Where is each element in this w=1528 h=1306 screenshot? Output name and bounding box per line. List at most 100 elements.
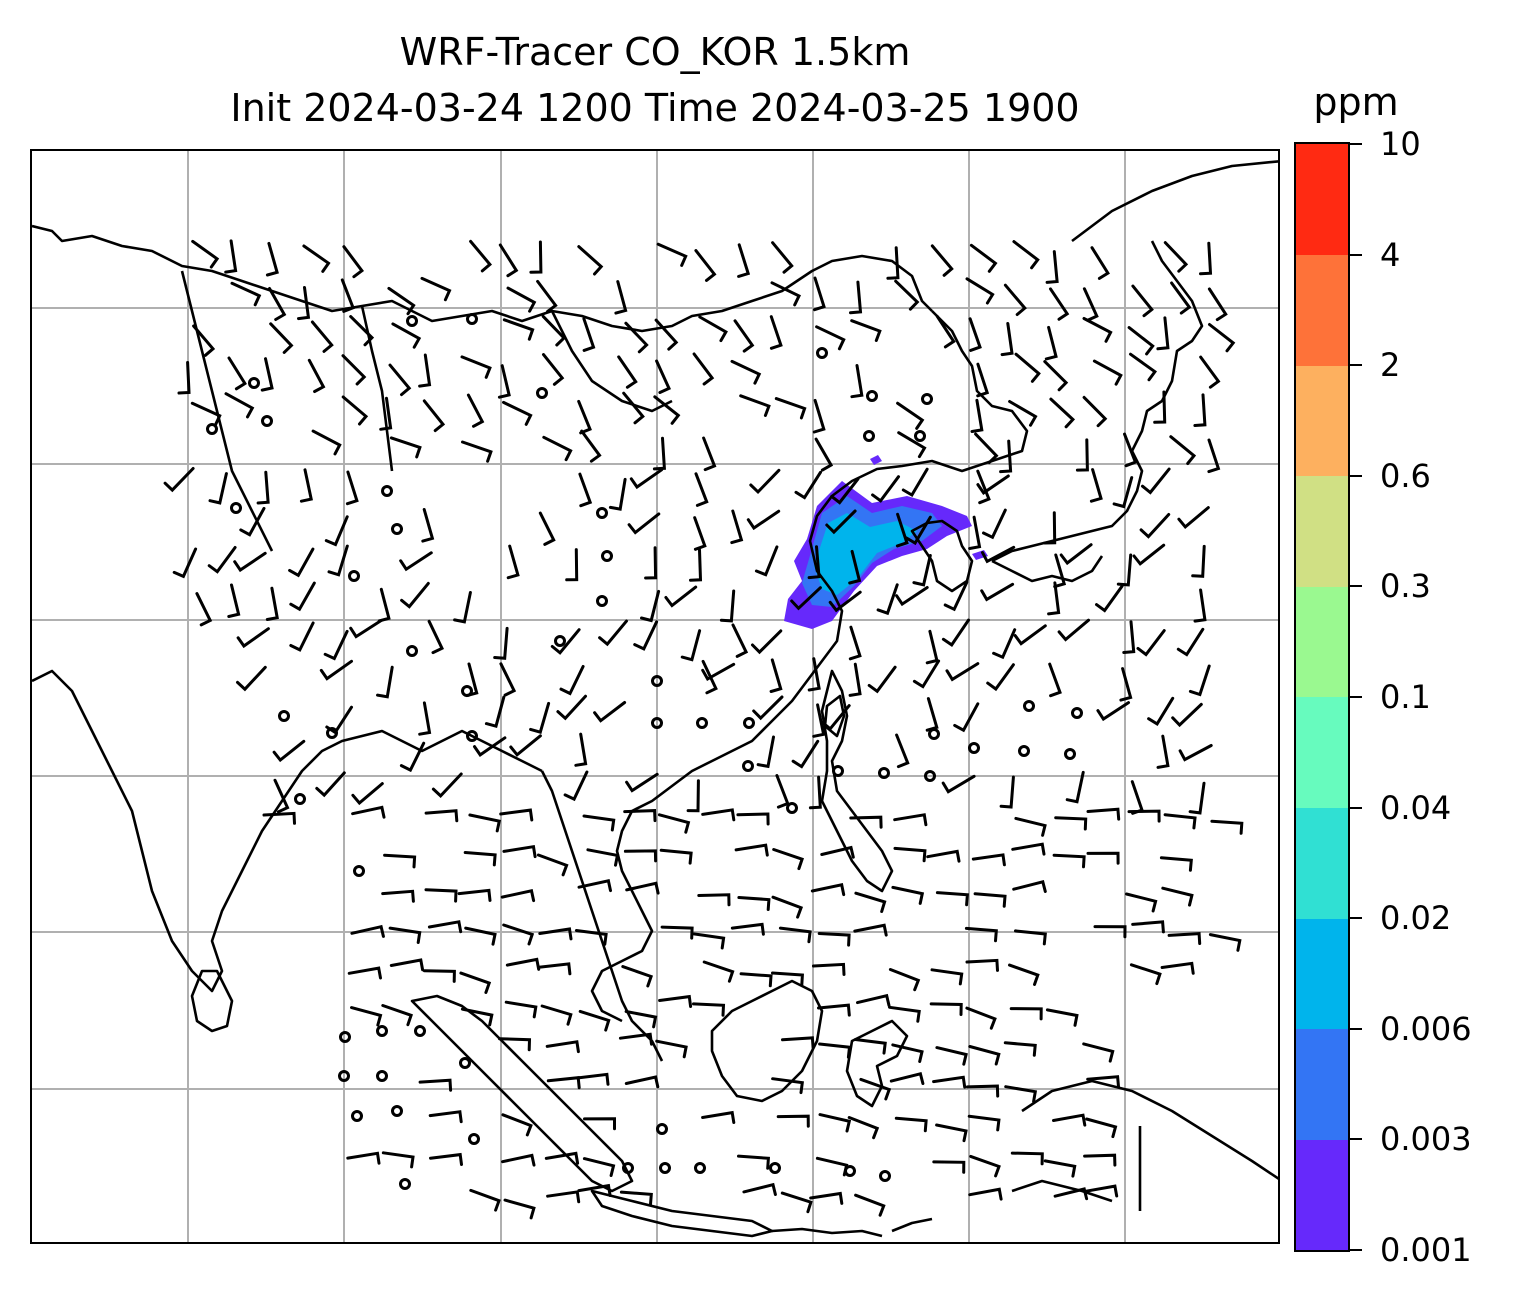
- wind-barb: [701, 662, 736, 682]
- calm-wind-marker: [351, 1110, 363, 1122]
- wind-barb: [463, 851, 497, 867]
- wind-barb: [980, 582, 1015, 602]
- wind-barb: [578, 472, 593, 508]
- wind-barb: [1163, 241, 1189, 273]
- wind-barb: [1171, 702, 1203, 728]
- calm-wind-marker: [696, 717, 708, 729]
- colorbar-segment: [1296, 475, 1348, 587]
- wind-barb: [389, 958, 425, 972]
- colorbar-tick: [1350, 143, 1362, 145]
- wind-barb: [854, 1193, 886, 1217]
- colorbar-tick-label: 0.001: [1380, 1231, 1472, 1269]
- wind-barb: [288, 547, 315, 578]
- wind-barb: [888, 1005, 921, 1023]
- wind-barb: [1014, 816, 1047, 837]
- wind-barb: [383, 853, 417, 869]
- colorbar-tick: [1350, 1249, 1362, 1251]
- wind-barb: [976, 469, 991, 505]
- colorbar: [1294, 142, 1350, 1252]
- wind-barb: [693, 516, 707, 551]
- wind-barb: [813, 276, 826, 312]
- wind-barbs: [163, 239, 1244, 1220]
- calm-wind-marker: [399, 1178, 411, 1190]
- wind-barb: [621, 965, 654, 988]
- wind-barb: [1010, 1151, 1044, 1166]
- wind-barb: [498, 243, 519, 278]
- wind-barb: [769, 658, 783, 693]
- wind-barb: [457, 888, 492, 902]
- wind-barb: [1053, 1187, 1089, 1201]
- wind-barb: [1043, 360, 1069, 392]
- wind-barb: [340, 278, 356, 313]
- wind-barb: [269, 322, 294, 354]
- wind-barb: [686, 779, 700, 813]
- wind-barb: [502, 400, 533, 426]
- wind-barb: [418, 1078, 453, 1092]
- wind-barb: [1045, 1008, 1079, 1027]
- wind-barb: [424, 809, 459, 823]
- calm-wind-marker: [878, 767, 890, 779]
- wind-barb: [1119, 667, 1133, 702]
- wind-barb: [734, 843, 769, 857]
- wind-barb: [502, 923, 535, 946]
- wind-barb: [341, 395, 369, 426]
- wind-barb: [1044, 325, 1058, 361]
- wind-barb: [968, 1187, 1003, 1201]
- wind-barb: [657, 813, 691, 834]
- wind-barb: [1127, 326, 1155, 356]
- wind-barb: [623, 809, 657, 823]
- wind-barb: [967, 1114, 1001, 1132]
- calm-wind-marker: [769, 1162, 781, 1174]
- colorbar-tick: [1350, 696, 1362, 698]
- wind-barb: [1000, 322, 1014, 357]
- colorbar-tick-label: 4: [1380, 235, 1401, 274]
- wind-barb: [546, 1190, 581, 1204]
- wind-barb: [230, 281, 262, 307]
- wind-barb: [172, 547, 198, 579]
- wind-barb: [897, 431, 927, 459]
- wind-barb: [808, 775, 822, 810]
- wind-barb: [1083, 1184, 1119, 1198]
- wind-barb: [1093, 925, 1127, 939]
- wind-barb: [381, 1151, 415, 1169]
- wind-barb: [847, 1116, 880, 1140]
- calm-wind-marker: [924, 770, 936, 782]
- wind-barb: [624, 1075, 660, 1089]
- wind-barb: [701, 659, 718, 695]
- wind-barb: [624, 321, 649, 354]
- wind-barb: [1096, 701, 1130, 722]
- calm-wind-marker: [651, 675, 663, 687]
- wind-barb: [653, 395, 681, 425]
- wind-barb: [1047, 581, 1061, 616]
- calm-wind-marker: [742, 760, 754, 772]
- wind-barb: [818, 1113, 852, 1133]
- wind-barb: [1048, 662, 1062, 698]
- wind-barb: [932, 1075, 967, 1089]
- calm-wind-marker: [466, 730, 478, 742]
- wind-barb: [565, 548, 579, 582]
- wind-barb: [582, 1157, 616, 1177]
- wind-barb: [999, 775, 1015, 809]
- wind-barb: [689, 548, 703, 582]
- wind-barb: [1049, 397, 1076, 429]
- calm-wind-marker: [230, 502, 242, 514]
- wind-barb: [1082, 317, 1113, 343]
- wind-barb: [346, 1151, 381, 1165]
- wind-barb: [896, 401, 925, 430]
- wind-barb: [1092, 359, 1123, 386]
- wind-barb: [817, 932, 851, 947]
- wind-barb: [1127, 809, 1161, 823]
- wind-barb: [778, 926, 812, 944]
- wind-barb: [459, 971, 492, 994]
- wind-barb: [341, 354, 367, 386]
- wind-barb: [617, 355, 638, 389]
- wind-barb: [912, 554, 932, 587]
- wind-barb: [889, 1071, 925, 1085]
- wind-barb: [968, 515, 982, 550]
- wind-barb: [654, 318, 679, 351]
- wind-barb: [771, 1077, 804, 1095]
- wind-barb: [652, 436, 666, 471]
- wind-barb: [289, 581, 316, 612]
- wind-barb: [737, 896, 771, 911]
- wind-barb: [935, 891, 970, 907]
